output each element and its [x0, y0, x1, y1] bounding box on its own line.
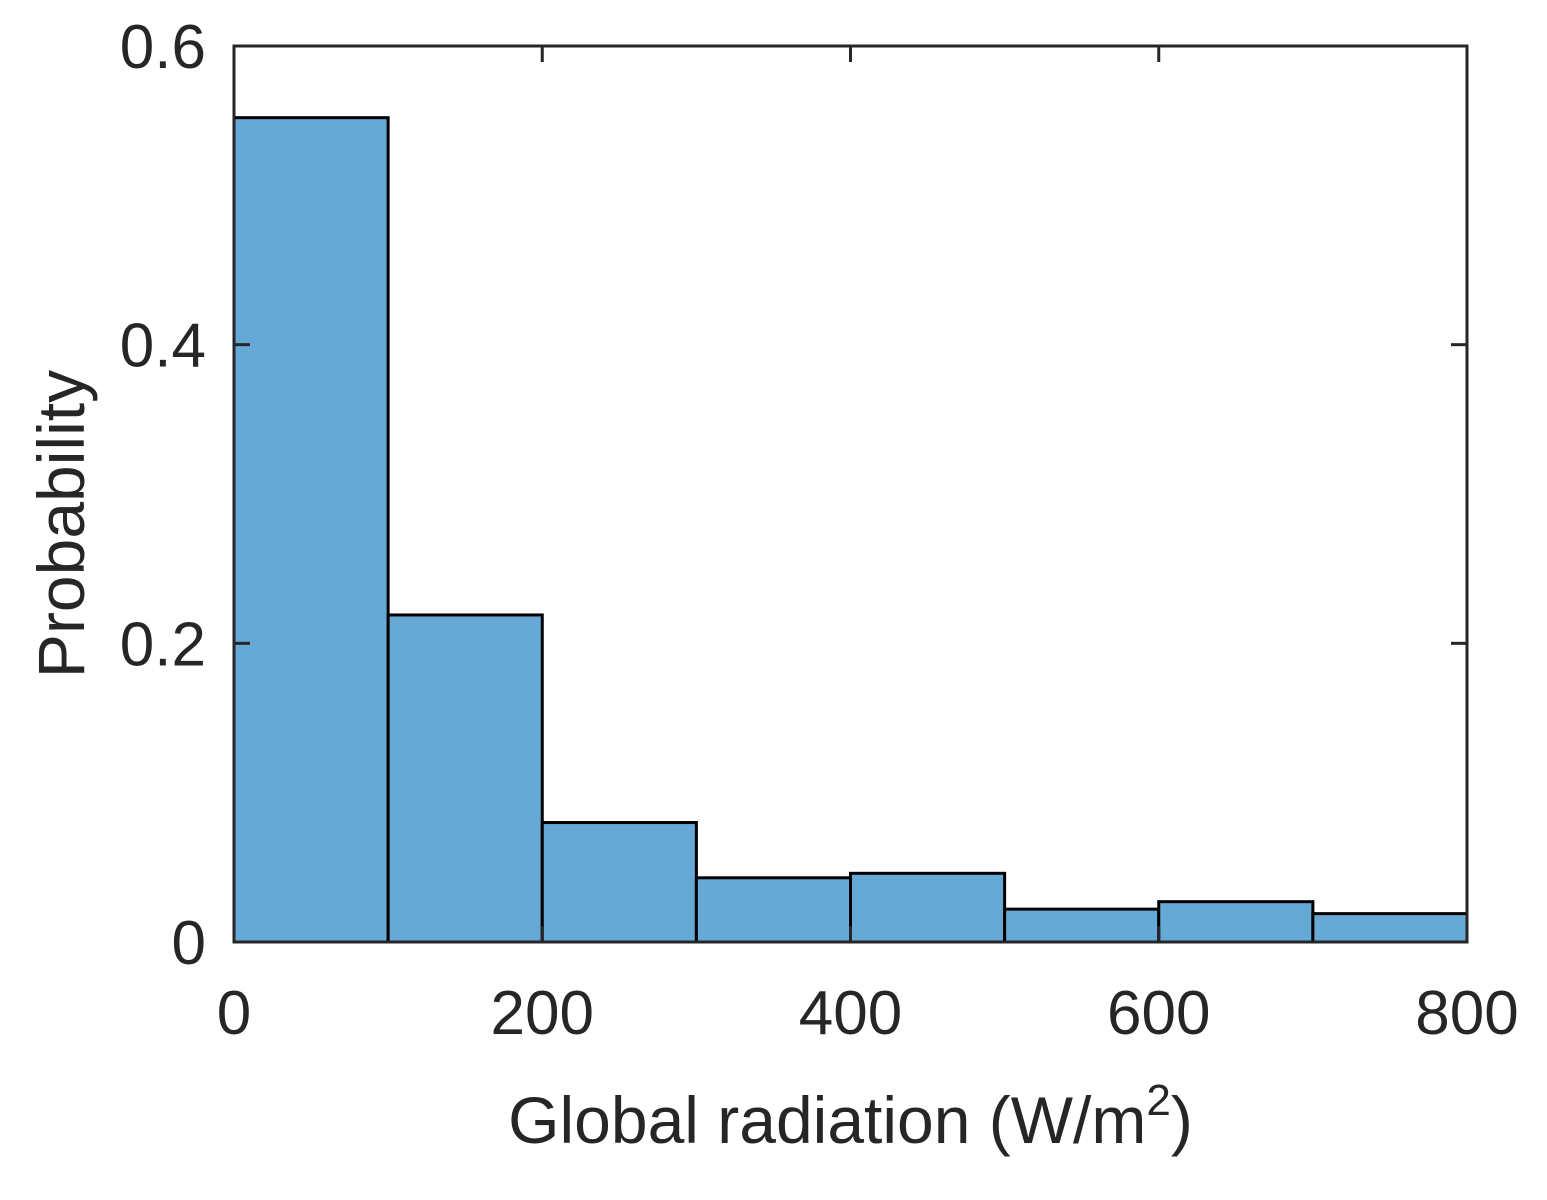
tick-labels-layer: 0 200 400 600 800 0 0.2 0.4 0.6 [120, 13, 1519, 1048]
y-tick-label-1: 0.2 [120, 610, 206, 679]
histogram-bar-1 [386, 613, 544, 944]
histogram-bar-6 [1157, 900, 1315, 944]
y-tick-label-0: 0 [172, 909, 206, 978]
histogram-bar-5 [1003, 907, 1161, 944]
x-tick-label-3: 600 [1107, 979, 1210, 1048]
y-tick-label-3: 0.6 [120, 13, 206, 82]
histogram-bar-2 [540, 821, 698, 944]
x-axis-label-superscript: 2 [1146, 1076, 1170, 1125]
x-tick-label-2: 400 [799, 979, 902, 1048]
ticks-layer [232, 44, 1469, 944]
y-tick-label-2: 0.4 [120, 312, 206, 381]
x-axis-label-suffix: ) [1171, 1083, 1193, 1157]
y-axis-label: Probability [24, 370, 98, 678]
x-axis-label: Global radiation (W/m2) [508, 1076, 1193, 1157]
x-tick-label-0: 0 [217, 979, 251, 1048]
histogram-bar-0 [232, 116, 390, 944]
histogram-bar-3 [694, 876, 852, 944]
bars-layer [232, 116, 1469, 944]
x-tick-label-4: 800 [1415, 979, 1518, 1048]
histogram-bar-4 [849, 871, 1007, 944]
histogram-bar-7 [1311, 912, 1469, 944]
x-tick-label-1: 200 [491, 979, 594, 1048]
x-axis-label-main: Global radiation (W/m [508, 1083, 1146, 1157]
